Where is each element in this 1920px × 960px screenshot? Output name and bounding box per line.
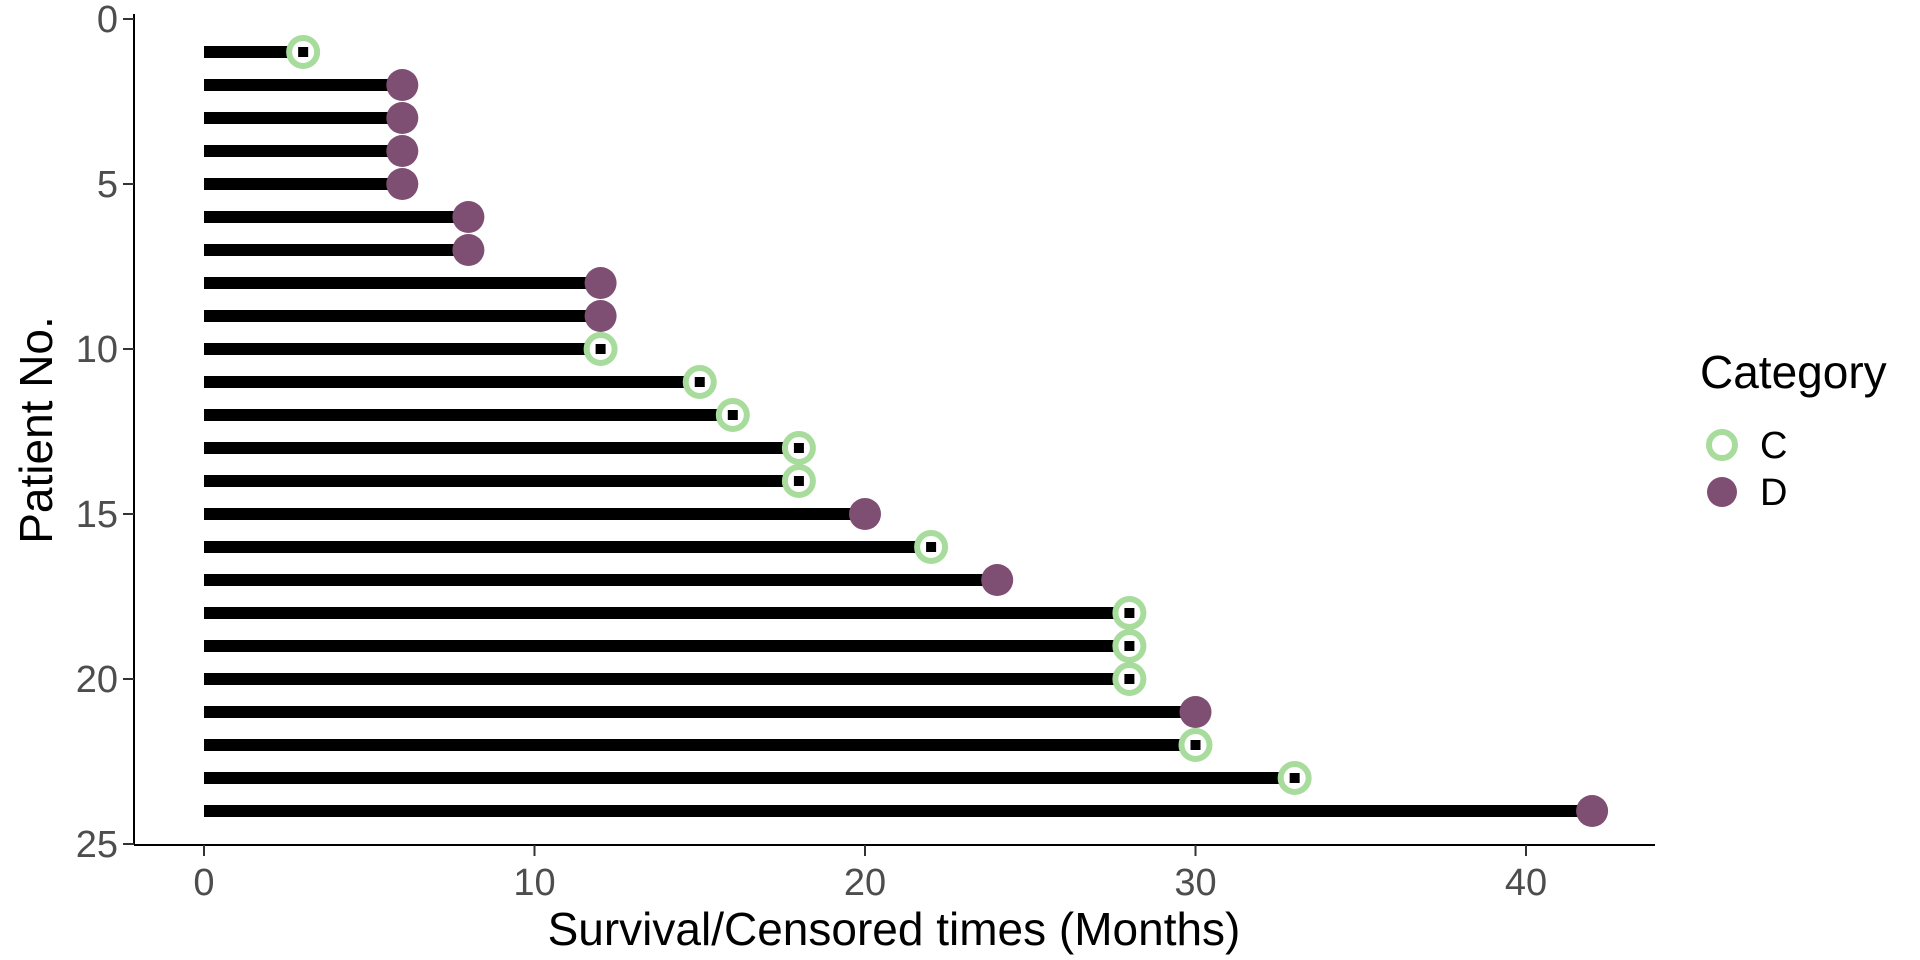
censor-tick-mark-13 [793,443,804,453]
axes [133,14,1655,846]
censor-tick-mark-20 [1124,674,1135,684]
death-marker-15 [849,498,881,530]
legend: Category C D [1700,346,1887,514]
x-tick-label-0: 0 [193,862,214,904]
y-tick-label-5: 5 [97,164,118,206]
death-marker-5 [386,168,419,200]
y-tick-label-20: 20 [76,659,118,701]
death-marker-17 [981,564,1014,596]
legend-label-c: C [1760,425,1787,467]
censor-tick-mark-12 [727,410,738,420]
censor-tick-mark-14 [793,476,804,486]
death-marker-2 [386,69,419,101]
death-marker-9 [584,300,617,332]
y-tick-label-25: 25 [76,824,118,866]
death-marker-6 [452,201,485,233]
y-tick-label-15: 15 [76,494,118,536]
death-marker-21 [1179,696,1212,728]
x-tick-label-10: 10 [513,862,555,904]
legend-key-d-marker [1707,477,1737,507]
death-marker-7 [452,234,485,266]
x-tick-label-20: 20 [844,862,886,904]
legend-label-d: D [1760,472,1787,514]
censor-tick-mark-19 [1124,641,1135,651]
censor-tick-mark-10 [595,344,606,354]
censor-tick-mark-1 [298,47,309,57]
x-tick-label-30: 30 [1174,862,1216,904]
death-marker-24 [1576,795,1609,827]
legend-key-c-marker [1706,429,1738,461]
censor-tick-mark-22 [1190,740,1201,750]
x-tick-label-40: 40 [1505,862,1547,904]
censor-tick-mark-18 [1124,608,1135,618]
plot-area [204,35,1609,827]
death-marker-8 [584,267,617,299]
censor-tick-mark-16 [926,542,937,552]
legend-title: Category [1700,346,1887,398]
censor-tick-mark-23 [1289,773,1300,783]
death-marker-4 [386,135,419,167]
y-tick-label-10: 10 [76,329,118,371]
y-axis-title: Patient No. [10,316,62,544]
ticks: 0 10 20 30 40 0 5 10 15 20 25 [76,0,1547,904]
censor-tick-mark-11 [694,377,705,387]
x-axis-title: Survival/Censored times (Months) [548,903,1241,955]
death-marker-3 [386,102,419,134]
y-tick-label-0: 0 [97,0,118,41]
